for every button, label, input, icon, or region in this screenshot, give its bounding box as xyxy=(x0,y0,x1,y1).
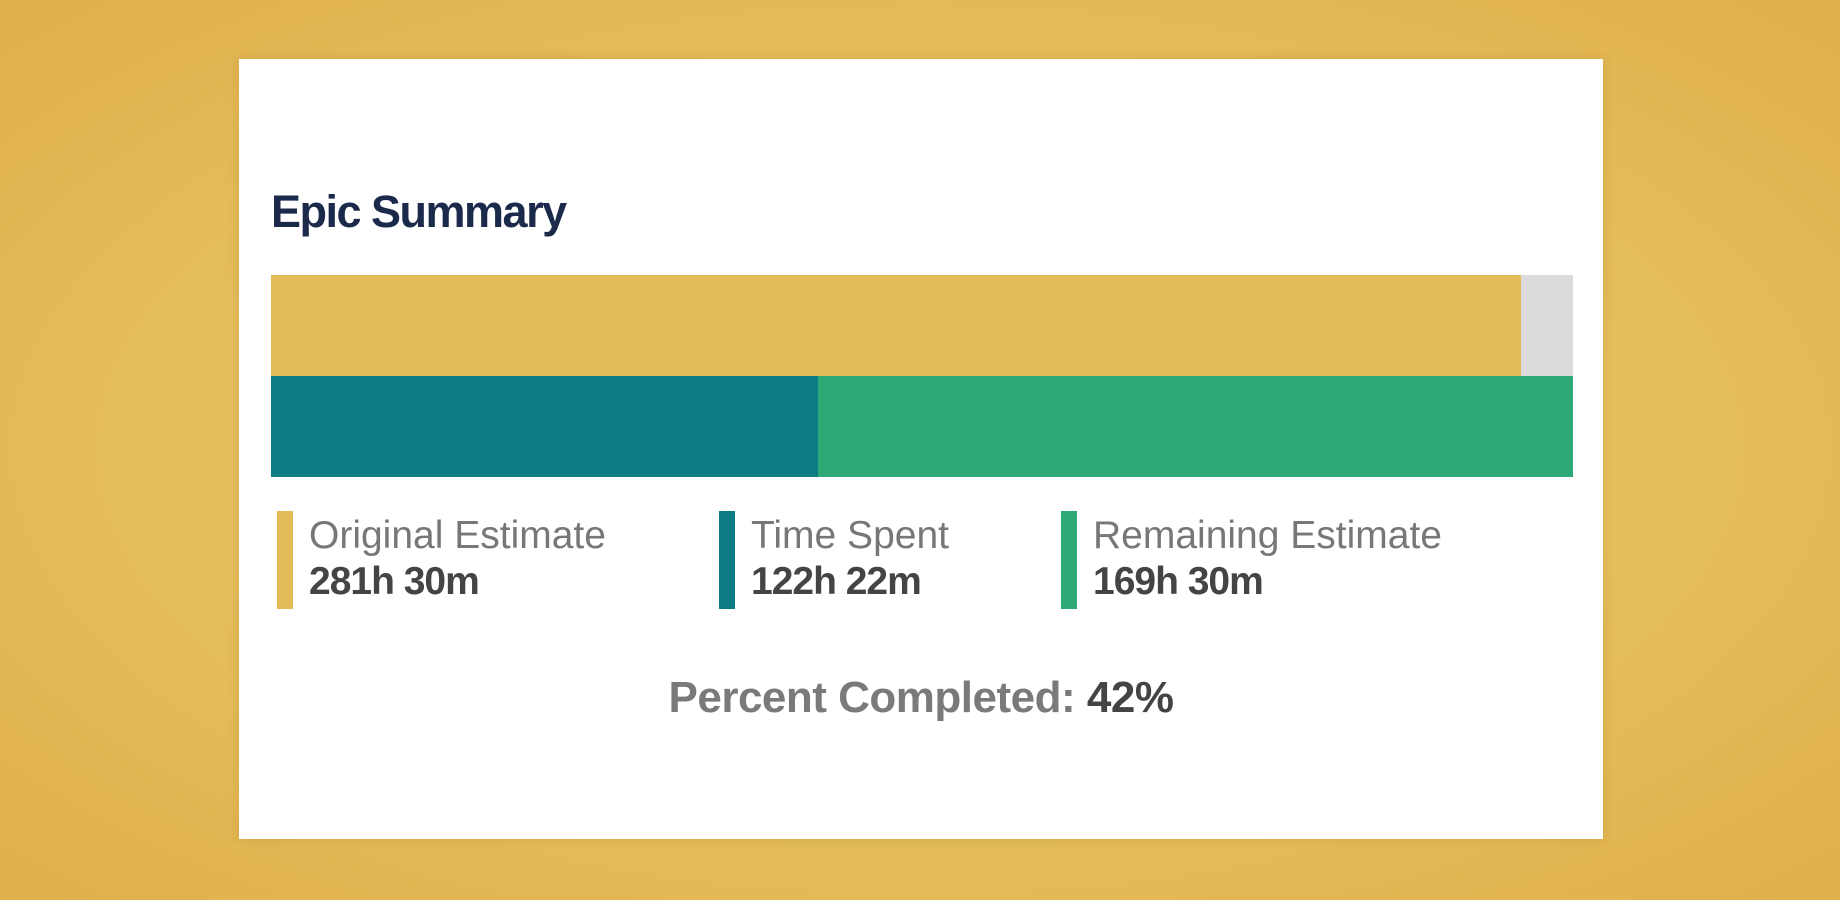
legend-value: 281h 30m xyxy=(309,560,480,603)
percent-completed-label: Percent Completed: xyxy=(668,673,1076,722)
original-estimate-segment xyxy=(271,275,1521,376)
original-estimate-swatch xyxy=(277,511,293,609)
time-spent-segment xyxy=(271,376,818,477)
estimate-bar xyxy=(271,275,1573,376)
legend-label: Remaining Estimate xyxy=(1093,514,1442,557)
progress-bars xyxy=(271,275,1573,477)
time-bar xyxy=(271,376,1573,477)
percent-completed-value: 42% xyxy=(1086,673,1174,722)
percent-completed: Percent Completed: 42% xyxy=(239,676,1603,720)
remaining-estimate-segment xyxy=(817,376,1573,477)
legend-value: 169h 30m xyxy=(1093,560,1264,603)
legend-label: Time Spent xyxy=(751,514,949,557)
legend-value: 122h 22m xyxy=(751,560,922,603)
panel-title: Epic Summary xyxy=(271,186,567,237)
epic-summary-card: Epic Summary Original Estimate 281h 30m … xyxy=(239,59,1603,839)
legend: Original Estimate 281h 30m Time Spent 12… xyxy=(277,511,1557,611)
remaining-estimate-swatch xyxy=(1061,511,1077,609)
legend-label: Original Estimate xyxy=(309,514,606,557)
time-spent-swatch xyxy=(719,511,735,609)
